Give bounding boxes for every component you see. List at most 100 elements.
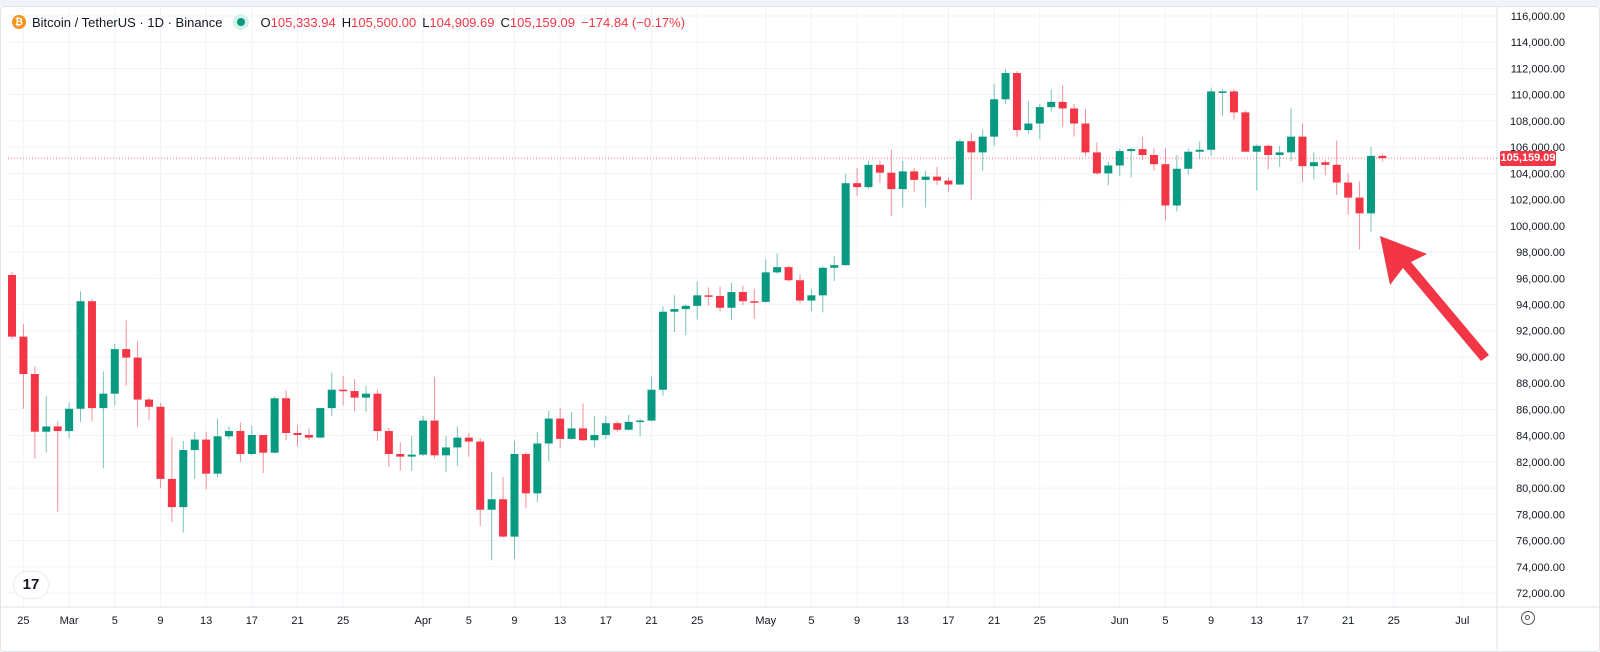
candle-body xyxy=(419,420,428,455)
annotation-arrow-icon xyxy=(1380,236,1489,361)
candle xyxy=(761,259,770,303)
candle xyxy=(750,288,759,319)
candle-body xyxy=(259,434,268,453)
candle-body xyxy=(1047,101,1056,108)
x-tick-label: 21 xyxy=(645,615,657,627)
settings-gear-icon[interactable] xyxy=(1521,611,1535,625)
candle-body xyxy=(670,309,679,312)
candle xyxy=(521,452,530,509)
candle xyxy=(53,421,62,512)
candle xyxy=(1252,144,1261,191)
candle-body xyxy=(1104,165,1113,174)
candle xyxy=(544,410,553,462)
candle-body xyxy=(1138,149,1147,156)
low-value: 104,909.69 xyxy=(429,14,495,30)
candle xyxy=(990,84,999,146)
candle xyxy=(42,396,51,453)
close-label: C xyxy=(500,14,510,30)
candle-body xyxy=(1218,91,1227,93)
candle-body xyxy=(1001,73,1010,100)
candle xyxy=(1207,87,1216,156)
candle-body xyxy=(133,357,142,400)
candle xyxy=(716,286,725,312)
close-value: 105,159.09 xyxy=(509,14,575,30)
candle xyxy=(202,431,211,490)
low-label: L xyxy=(422,14,430,30)
tradingview-logo-icon[interactable]: 17 xyxy=(14,572,48,598)
candle xyxy=(179,440,188,533)
y-tick-label: 114,000.00 xyxy=(1511,37,1565,49)
candle-body xyxy=(99,393,108,409)
candle-body xyxy=(933,176,942,181)
x-tick-label: 5 xyxy=(466,615,472,627)
y-tick-label: 80,000.00 xyxy=(1516,483,1565,495)
x-tick-label: 9 xyxy=(157,615,163,627)
candle xyxy=(738,285,747,306)
open-value: 105,333.94 xyxy=(270,14,336,30)
x-tick-label: 17 xyxy=(1296,615,1308,627)
candle xyxy=(247,425,256,456)
candle xyxy=(579,403,587,441)
candle-body xyxy=(487,499,496,510)
candle-body xyxy=(304,434,313,438)
candle-body xyxy=(65,408,74,432)
candle-body xyxy=(76,301,85,409)
candle-body xyxy=(53,426,62,432)
candle-body xyxy=(944,180,953,185)
y-tick-label: 100,000.00 xyxy=(1510,221,1565,233)
candle-body xyxy=(990,99,999,137)
candle xyxy=(818,266,827,313)
x-tick-label: Apr xyxy=(415,615,432,627)
y-tick-label: 110,000.00 xyxy=(1511,90,1565,102)
candle-body xyxy=(704,295,713,297)
candle xyxy=(1355,181,1364,250)
candle xyxy=(339,375,348,406)
candle xyxy=(1161,148,1170,221)
candle xyxy=(1184,148,1193,175)
y-tick-label: 88,000.00 xyxy=(1516,378,1565,390)
candle xyxy=(944,177,953,192)
candle-body xyxy=(875,164,884,173)
candle-body xyxy=(1161,164,1170,206)
candle-body xyxy=(1298,136,1307,167)
market-status-icon[interactable] xyxy=(236,18,245,26)
y-tick-label: 108,000.00 xyxy=(1510,116,1565,128)
x-tick-label: 17 xyxy=(942,615,954,627)
candle-body xyxy=(1172,168,1181,206)
candle xyxy=(304,428,313,441)
candle xyxy=(704,287,713,306)
candle xyxy=(693,281,702,320)
candle xyxy=(99,371,108,469)
candle xyxy=(921,170,930,208)
candle-body xyxy=(1035,107,1044,124)
candle xyxy=(1241,110,1250,152)
candle-body xyxy=(464,437,473,442)
candle-body xyxy=(1150,155,1158,165)
candle xyxy=(1321,160,1330,176)
x-tick-label: 5 xyxy=(112,615,118,627)
x-tick-label: Mar xyxy=(60,615,79,627)
candle xyxy=(76,291,85,422)
candle xyxy=(933,166,942,186)
candle-body xyxy=(727,292,736,308)
candle-body xyxy=(270,398,279,453)
candle-body xyxy=(830,265,839,268)
candle-body xyxy=(407,454,416,457)
x-tick-label: 13 xyxy=(1251,615,1263,627)
symbol-title[interactable]: Bitcoin / TetherUS · 1D · Binance xyxy=(32,14,223,30)
candle xyxy=(784,265,793,282)
candle-body xyxy=(841,183,850,266)
candle-body xyxy=(910,171,919,180)
x-tick-label: 17 xyxy=(246,615,258,627)
candle xyxy=(1298,123,1307,182)
candle xyxy=(1378,153,1387,162)
candle xyxy=(1092,142,1101,175)
candle xyxy=(1047,89,1056,112)
candle-body xyxy=(362,393,371,398)
candle-body xyxy=(87,301,96,409)
candle-body xyxy=(430,420,439,456)
candle-body xyxy=(1378,155,1387,159)
candle-body xyxy=(167,478,176,508)
candle-body xyxy=(1252,145,1261,152)
